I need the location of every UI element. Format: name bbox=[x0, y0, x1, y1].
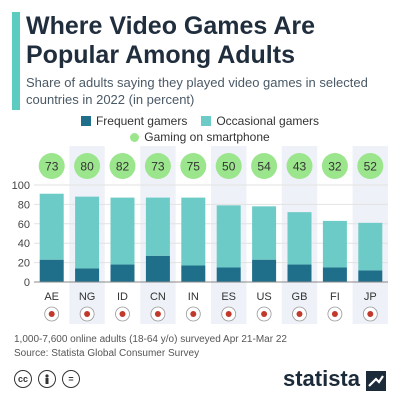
country-flag-emblem bbox=[261, 311, 268, 317]
y-tick-label: 60 bbox=[18, 219, 30, 231]
country-flag-emblem bbox=[190, 311, 197, 317]
bar-occasional bbox=[252, 206, 277, 260]
smartphone-value-label: 32 bbox=[328, 160, 342, 174]
bar-frequent bbox=[145, 255, 170, 282]
bar-frequent bbox=[322, 267, 347, 282]
smartphone-bubble bbox=[74, 153, 101, 179]
smartphone-bubble bbox=[38, 153, 65, 179]
legend-swatch-frequent bbox=[80, 116, 91, 126]
legend-swatch-occasional bbox=[201, 116, 212, 126]
legend-label-smartphone: Gaming on smartphone bbox=[144, 130, 270, 144]
title-accent-bar bbox=[12, 12, 20, 110]
bar-occasional bbox=[216, 205, 241, 268]
smartphone-bubble bbox=[321, 153, 348, 179]
smartphone-value-label: 43 bbox=[293, 160, 307, 174]
x-tick-label: US bbox=[256, 291, 271, 303]
survey-note: 1,000-7,600 online adults (18-64 y/o) su… bbox=[14, 334, 287, 345]
y-tick-label: 100 bbox=[12, 180, 30, 192]
legend-item-occasional: Occasional gamers bbox=[201, 114, 319, 128]
legend-label-occasional: Occasional gamers bbox=[216, 114, 320, 128]
x-tick-label: ES bbox=[221, 291, 236, 303]
bar-frequent bbox=[110, 264, 135, 282]
country-flag-emblem bbox=[48, 311, 55, 317]
smartphone-bubble bbox=[109, 153, 136, 179]
bar-occasional bbox=[75, 196, 100, 269]
smartphone-bubble bbox=[286, 153, 313, 179]
bar-frequent bbox=[39, 259, 64, 282]
brand-icon bbox=[366, 371, 386, 391]
y-tick-label: 40 bbox=[18, 238, 30, 250]
bar-frequent bbox=[181, 265, 206, 282]
chart-title: Where Video Games Are Popular Among Adul… bbox=[26, 12, 316, 69]
equals-icon: = bbox=[62, 370, 80, 388]
x-tick-label: JP bbox=[364, 291, 377, 303]
country-flag-emblem bbox=[331, 311, 338, 317]
country-flag-emblem bbox=[119, 311, 126, 317]
smartphone-bubble bbox=[144, 153, 171, 179]
legend-dot-smartphone bbox=[130, 132, 140, 142]
country-flag-emblem bbox=[296, 311, 303, 317]
bar-occasional bbox=[145, 197, 170, 256]
smartphone-bubble bbox=[180, 153, 207, 179]
y-tick-label: 80 bbox=[18, 199, 30, 211]
bar-occasional bbox=[110, 197, 135, 265]
legend-label-frequent: Frequent gamers bbox=[95, 114, 188, 128]
bar-frequent bbox=[287, 264, 312, 282]
legend-item-frequent: Frequent gamers bbox=[80, 114, 188, 128]
smartphone-value-label: 50 bbox=[222, 160, 236, 174]
x-tick-label: NG bbox=[79, 291, 96, 303]
smartphone-value-label: 80 bbox=[80, 160, 94, 174]
legend: Frequent gamers Occasional gamers Gaming… bbox=[0, 113, 400, 145]
bar-occasional bbox=[287, 212, 312, 265]
chart-subtitle: Share of adults saying they played video… bbox=[26, 75, 368, 107]
smartphone-bubble bbox=[215, 153, 242, 179]
country-flag-emblem bbox=[367, 311, 374, 317]
x-tick-label: CN bbox=[150, 291, 166, 303]
footer: cc = statista bbox=[0, 362, 400, 400]
smartphone-value-label: 75 bbox=[187, 160, 201, 174]
chart-note: 1,000-7,600 online adults (18-64 y/o) su… bbox=[14, 333, 287, 361]
x-tick-label: IN bbox=[188, 291, 199, 303]
person-icon bbox=[38, 370, 56, 388]
y-tick-label: 20 bbox=[18, 258, 30, 270]
smartphone-value-label: 73 bbox=[45, 160, 59, 174]
bar-frequent bbox=[252, 259, 277, 282]
smartphone-value-label: 82 bbox=[116, 160, 130, 174]
bar-frequent bbox=[216, 267, 241, 282]
smartphone-value-label: 73 bbox=[151, 160, 165, 174]
bar-occasional bbox=[358, 222, 383, 271]
source-note: Source: Statista Global Consumer Survey bbox=[14, 348, 200, 359]
bar-frequent bbox=[358, 270, 383, 282]
smartphone-value-label: 52 bbox=[364, 160, 378, 174]
x-tick-label: AE bbox=[44, 291, 59, 303]
smartphone-bubble bbox=[357, 153, 384, 179]
x-tick-label: FI bbox=[330, 291, 340, 303]
country-flag-emblem bbox=[225, 311, 232, 317]
country-flag-emblem bbox=[154, 311, 161, 317]
x-tick-label: ID bbox=[117, 291, 128, 303]
cc-icon: cc bbox=[14, 370, 32, 388]
smartphone-bubble bbox=[251, 153, 278, 179]
x-tick-label: GB bbox=[292, 291, 308, 303]
smartphone-value-label: 54 bbox=[257, 160, 271, 174]
stacked-bar-chart: 0 20 40 60 80 100 73 AE 80 NG 82 ID 73 CN 75 IN 50 ES 54 US… bbox=[12, 146, 388, 324]
bar-occasional bbox=[181, 197, 206, 266]
brand-logo: statista bbox=[282, 366, 360, 391]
country-flag-emblem bbox=[84, 311, 91, 317]
y-tick-label: 0 bbox=[24, 277, 30, 289]
bar-frequent bbox=[75, 268, 100, 282]
bar-occasional bbox=[322, 220, 347, 268]
legend-item-smartphone: Gaming on smartphone bbox=[130, 130, 270, 144]
bar-occasional bbox=[39, 193, 64, 260]
